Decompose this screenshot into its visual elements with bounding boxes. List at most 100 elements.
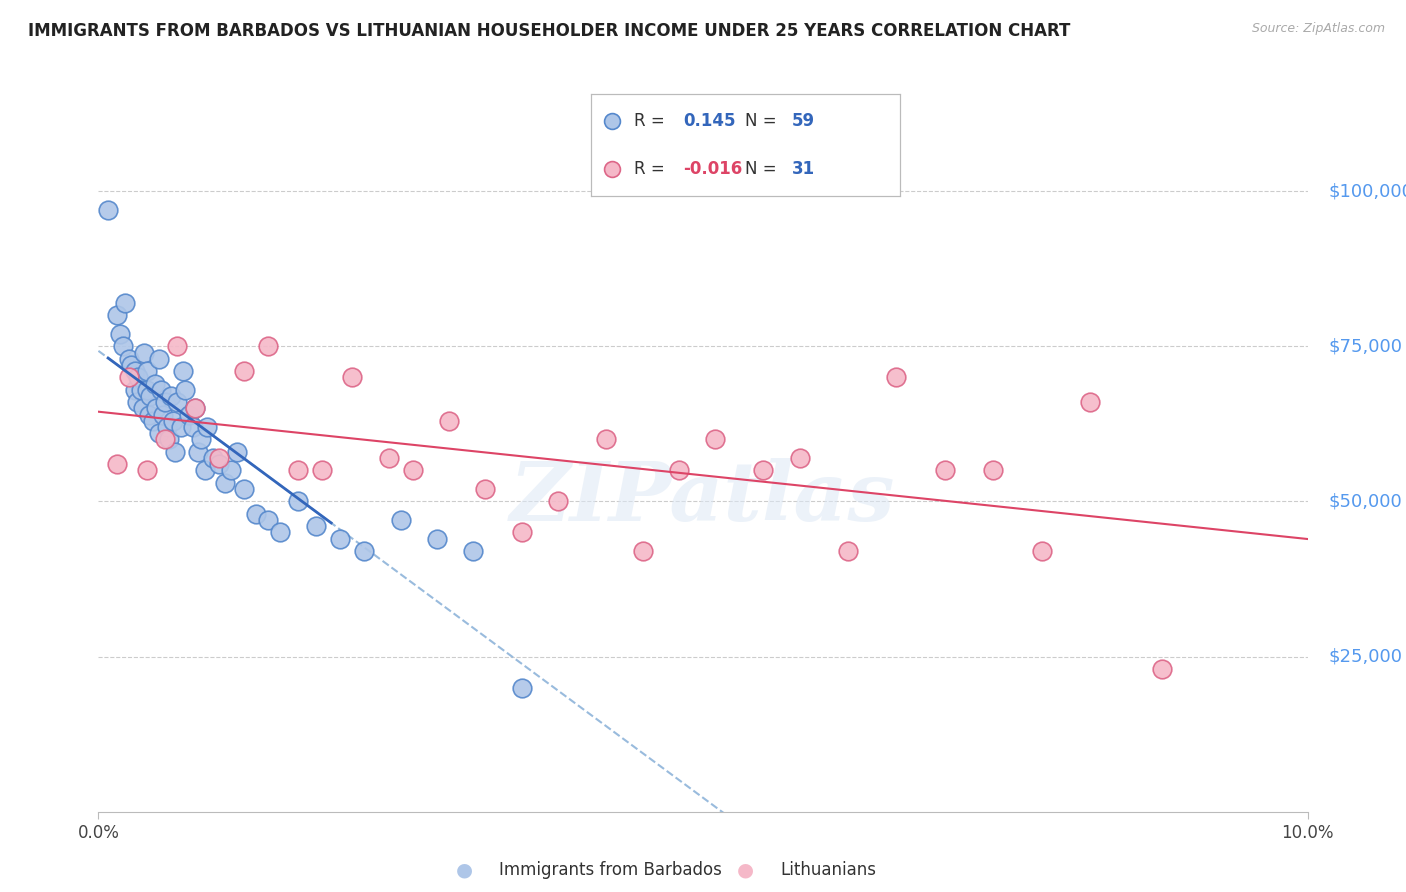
Point [287, 463, 309, 477]
Point [595, 433, 617, 447]
Point [194, 463, 217, 477]
Point [389, 513, 412, 527]
Point [342, 370, 364, 384]
Point [127, 395, 149, 409]
Point [311, 463, 333, 477]
Text: 59: 59 [792, 112, 814, 130]
Point [135, 364, 157, 378]
Text: Source: ZipAtlas.com: Source: ZipAtlas.com [1251, 22, 1385, 36]
Point [208, 457, 231, 471]
Point [181, 420, 204, 434]
Point [166, 395, 188, 409]
Point [245, 507, 267, 521]
Point [377, 450, 399, 465]
Point [305, 519, 328, 533]
Text: $50,000: $50,000 [1329, 492, 1402, 510]
Point [162, 414, 184, 428]
Point [174, 383, 197, 397]
Point [934, 463, 956, 477]
Point [402, 463, 425, 477]
Point [177, 408, 201, 422]
Point [135, 463, 157, 477]
Point [600, 114, 623, 128]
Point [105, 308, 128, 322]
Point [142, 414, 165, 428]
Text: Lithuanians: Lithuanians [780, 861, 876, 879]
Point [153, 433, 176, 447]
Point [184, 401, 207, 416]
Point [208, 450, 231, 465]
Point [148, 351, 170, 366]
Point [111, 339, 134, 353]
Point [1031, 544, 1053, 558]
Point [184, 401, 207, 416]
Point [134, 345, 156, 359]
Text: N =: N = [745, 112, 782, 130]
Point [474, 482, 496, 496]
Point [124, 383, 146, 397]
Point [789, 450, 811, 465]
Point [510, 681, 533, 695]
Point [145, 401, 167, 416]
Point [108, 326, 131, 341]
Point [426, 532, 449, 546]
Point [138, 408, 160, 422]
Text: N =: N = [745, 160, 782, 178]
Point [256, 513, 278, 527]
Point [143, 376, 166, 391]
Text: R =: R = [634, 160, 669, 178]
Point [120, 358, 142, 372]
Point [160, 389, 183, 403]
Point [187, 445, 209, 459]
Point [114, 296, 136, 310]
Text: 31: 31 [792, 160, 814, 178]
Text: ●: ● [737, 860, 754, 880]
Point [202, 450, 225, 465]
Point [353, 544, 375, 558]
Point [135, 383, 157, 397]
Text: IMMIGRANTS FROM BARBADOS VS LITHUANIAN HOUSEHOLDER INCOME UNDER 25 YEARS CORRELA: IMMIGRANTS FROM BARBADOS VS LITHUANIAN H… [28, 22, 1070, 40]
Point [132, 401, 155, 416]
Point [981, 463, 1004, 477]
Point [105, 457, 128, 471]
Point [631, 544, 654, 558]
Point [169, 420, 191, 434]
Point [152, 408, 174, 422]
Point [226, 445, 249, 459]
Point [886, 370, 908, 384]
Point [437, 414, 460, 428]
Point [837, 544, 859, 558]
Point [195, 420, 218, 434]
Point [127, 370, 149, 384]
Point [1078, 395, 1101, 409]
Point [129, 383, 152, 397]
Point [256, 339, 278, 353]
Point [190, 433, 212, 447]
Point [97, 202, 120, 217]
Point [166, 339, 188, 353]
Point [1152, 662, 1174, 676]
Point [329, 532, 352, 546]
Point [124, 364, 146, 378]
Point [118, 351, 141, 366]
Point [269, 525, 291, 540]
Point [600, 161, 623, 176]
Point [668, 463, 690, 477]
Point [221, 463, 243, 477]
Point [172, 364, 194, 378]
Point [510, 525, 533, 540]
Point [547, 494, 569, 508]
Text: -0.016: -0.016 [683, 160, 742, 178]
Point [156, 420, 179, 434]
Text: $25,000: $25,000 [1329, 648, 1403, 665]
Point [157, 433, 180, 447]
Point [148, 426, 170, 441]
Point [232, 482, 254, 496]
Point [214, 475, 236, 490]
Point [150, 383, 173, 397]
Point [163, 445, 186, 459]
Text: Immigrants from Barbados: Immigrants from Barbados [499, 861, 723, 879]
Text: ●: ● [456, 860, 472, 880]
Point [139, 389, 162, 403]
Text: R =: R = [634, 112, 669, 130]
